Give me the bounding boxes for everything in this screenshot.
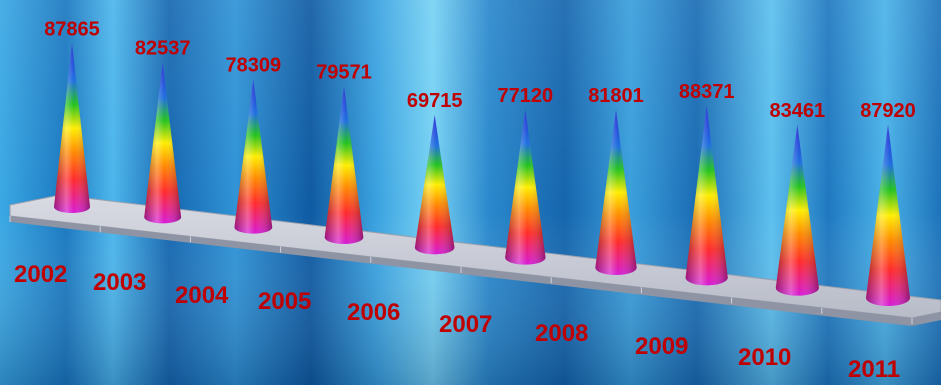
category-label-2011: 2011 [848,356,900,383]
cone-2010 [775,124,819,296]
cone-2005 [324,86,364,244]
value-labels: 87865 82537 78309 79571 69715 77120 81801 88371… [44,18,916,121]
cone-shading [234,79,273,234]
category-label-2003: 2003 [93,269,146,296]
value-label-2009: 88371 [679,81,735,103]
cone-shading [866,124,910,306]
value-label-2004: 78309 [226,55,282,77]
value-label-2006: 69715 [407,90,463,112]
value-label-2010: 83461 [770,100,826,122]
category-label-2008: 2008 [535,320,588,347]
cone-shading [595,109,637,276]
cone-2009 [685,105,728,286]
category-label-2009: 2009 [635,333,688,360]
cone-shading [144,62,182,224]
cone-shading [324,86,364,244]
value-label-2003: 82537 [135,37,191,59]
cone-shading [505,109,546,265]
floor-front-edge [10,216,941,326]
cone-2008 [595,109,637,276]
cone-shading [414,114,455,255]
cone-2002 [54,43,90,213]
category-label-2006: 2006 [347,299,400,326]
cone-2004 [234,79,273,234]
value-label-2007: 77120 [498,85,554,107]
value-label-2005: 79571 [316,61,372,83]
category-label-2007: 2007 [439,311,492,338]
category-label-2010: 2010 [738,344,791,371]
cone-shading [775,124,819,296]
cone-series [54,43,910,306]
cone-2003 [144,62,182,224]
category-label-2004: 2004 [175,282,229,309]
category-label-2005: 2005 [258,288,311,315]
value-label-2002: 87865 [44,18,100,40]
category-labels: 2002 2003 2004 2005 2006 2007 2008 2009 2010 2011 [14,261,900,383]
cone-shading [685,105,728,286]
value-label-2011: 87920 [860,100,916,122]
cone-2007 [505,109,546,265]
category-label-2002: 2002 [14,261,67,288]
cone-2006 [414,114,455,255]
value-label-2008: 81801 [588,85,644,107]
cone-2011 [866,124,910,306]
cone-shading [54,43,90,213]
